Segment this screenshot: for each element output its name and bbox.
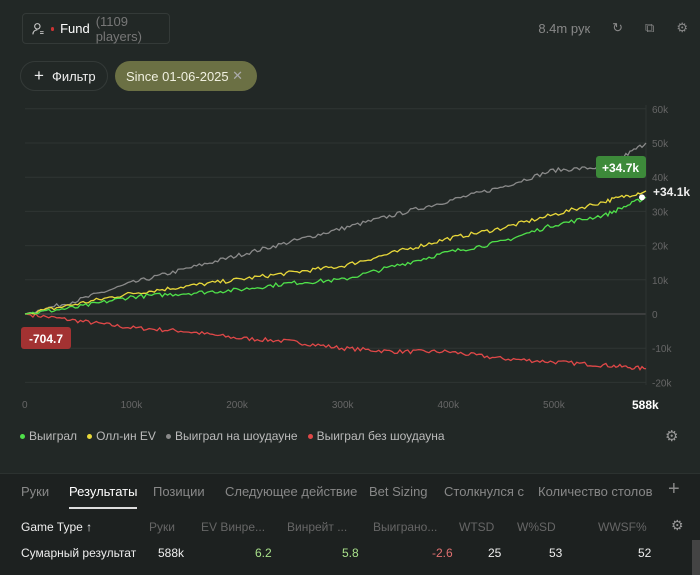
add-tab-button[interactable]: + <box>668 478 680 500</box>
y-tick-label: -10k <box>652 344 672 355</box>
x-tick-label: 200k <box>226 400 249 411</box>
legend-label: Олл-ин EV <box>96 429 156 443</box>
legend-label: Выиграл без шоудауна <box>316 429 445 443</box>
tab-5[interactable]: Столкнулся с <box>444 484 525 499</box>
column-header[interactable]: WTSD <box>459 520 495 534</box>
table-cell: 588k <box>158 546 185 560</box>
plus-icon: + <box>34 66 44 85</box>
tab-0[interactable]: Руки <box>21 484 50 499</box>
y-tick-label: 20k <box>652 242 669 253</box>
y-tick-label: 40k <box>652 173 669 184</box>
bottom-panel <box>0 473 700 575</box>
table-cell: 6.2 <box>255 546 272 560</box>
results-chart: 60k 50k 40k 30k 20k 10k 0 -10k -20k 0 100k 200k 300k… <box>21 105 690 412</box>
legend-dot <box>87 434 93 440</box>
column-header[interactable]: WWSF% <box>598 520 647 534</box>
y-tick-label: 0 <box>652 310 658 321</box>
legend-label: Выиграл на шоудауне <box>174 429 298 443</box>
legend-item[interactable]: Выиграл на шоудауне <box>165 429 298 443</box>
y-tick-label: 30k <box>652 207 669 218</box>
date-filter-label: Since 01-06-2025 <box>126 68 229 84</box>
close-icon[interactable]: ✕ <box>232 68 243 83</box>
tab-4[interactable]: Bet Sizing <box>369 484 428 499</box>
legend-dot <box>307 434 313 440</box>
legend-item[interactable]: Выиграл <box>20 429 77 443</box>
legend-dot <box>165 434 171 440</box>
tab-6[interactable]: Количество столов <box>538 484 653 499</box>
start-label: -704.7 <box>29 332 63 346</box>
column-header[interactable]: Руки <box>149 520 175 534</box>
table-cell: 25 <box>488 546 502 560</box>
date-filter-chip[interactable]: Since 01-06-2025 ✕ <box>115 61 257 91</box>
column-header[interactable]: Винрейт ... <box>287 520 348 534</box>
column-header[interactable]: Выиграно... <box>373 520 438 534</box>
status-dot <box>50 26 55 31</box>
hands-count: 8.4m рук <box>538 20 591 36</box>
table-cell: Сумарный результат <box>21 546 137 560</box>
tooltip-allin-ev: +34.7k <box>602 161 639 175</box>
legend-dot <box>20 434 25 440</box>
group-name: Fund <box>60 21 90 36</box>
player-count: (1109 players) <box>95 13 142 44</box>
table-cell: -2.6 <box>432 546 453 560</box>
x-end-label: 588k <box>632 398 659 412</box>
series-line-2 <box>24 142 647 315</box>
refresh-icon[interactable]: ↻ <box>612 20 624 35</box>
group-selector[interactable]: Fund (1109 players) <box>22 13 170 44</box>
table-settings-icon[interactable]: ⚙ <box>671 517 684 533</box>
series-line-1 <box>24 190 647 315</box>
tab-3[interactable]: Следующее действие <box>225 484 358 499</box>
table-cell: 53 <box>549 546 563 560</box>
legend-label: Выиграл <box>29 429 78 443</box>
chart-settings-icon[interactable]: ⚙ <box>665 428 679 445</box>
tooltip-box <box>596 156 646 178</box>
x-tick-label: 500k <box>543 400 566 411</box>
won-end-label: +34.1k <box>653 185 690 199</box>
series-line-0 <box>24 196 647 315</box>
chart-legend: Выиграл Олл-ин EV Выиграл на шоудауне Выигр… <box>20 429 445 443</box>
export-icon[interactable]: ⧉ <box>645 20 655 35</box>
y-tick-label: 60k <box>652 105 669 116</box>
legend-item[interactable]: Олл-ин EV <box>87 429 156 443</box>
scrollbar[interactable] <box>692 540 700 575</box>
tab-2[interactable]: Позиции <box>153 484 205 499</box>
series-line-3 <box>24 312 647 371</box>
x-tick-label: 100k <box>121 400 144 411</box>
x-tick-label: 400k <box>437 400 460 411</box>
column-header[interactable]: EV Винре... <box>201 520 266 534</box>
add-filter-label: Фильтр <box>51 68 96 84</box>
settings-gear-icon[interactable]: ⚙ <box>676 20 688 35</box>
end-point-marker <box>639 194 645 201</box>
column-header[interactable]: W%SD <box>517 520 556 534</box>
x-tick-label: 300k <box>332 400 355 411</box>
column-header[interactable]: Game Type ↑ <box>21 520 93 534</box>
legend-item[interactable]: Выиграл без шоудауна <box>307 429 445 443</box>
user-group-icon <box>32 22 44 34</box>
table-cell: 5.8 <box>342 546 359 560</box>
y-tick-label: -20k <box>652 378 672 389</box>
start-label-box <box>21 327 71 349</box>
tab-1[interactable]: Результаты <box>69 484 138 509</box>
x-tick-label: 0 <box>22 400 28 411</box>
y-tick-label: 50k <box>652 139 669 150</box>
table-cell: 52 <box>638 546 652 560</box>
y-tick-label: 10k <box>652 276 669 287</box>
add-filter-button[interactable]: + Фильтр <box>20 61 108 91</box>
tab-bar: Руки Результаты Позиции Следующее действие B… <box>0 484 660 510</box>
